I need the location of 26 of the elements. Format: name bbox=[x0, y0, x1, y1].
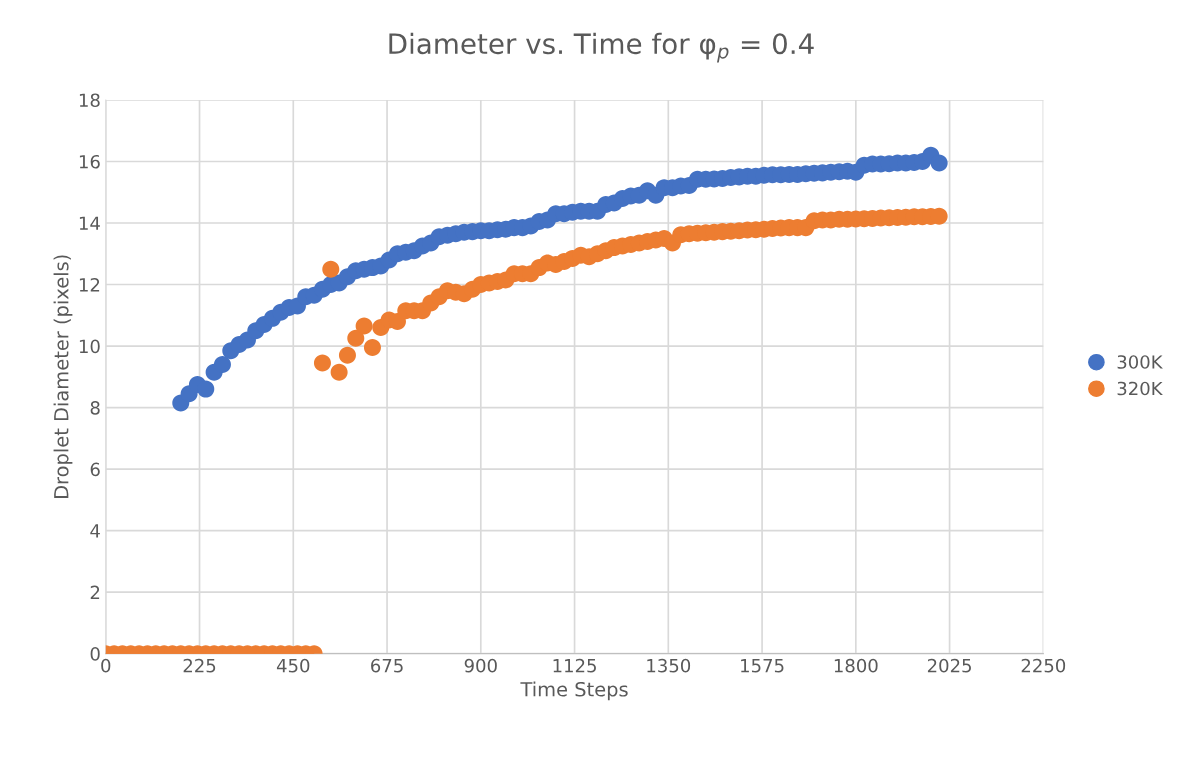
y-tick-label: 10 bbox=[79, 339, 100, 354]
x-tick-label: 1125 bbox=[553, 658, 596, 673]
x-tick-label: 225 bbox=[183, 658, 216, 673]
x-tick-label: 450 bbox=[276, 658, 310, 673]
y-tick-label: 2 bbox=[90, 585, 100, 599]
x-tick-label: 1575 bbox=[741, 659, 784, 673]
legend-label: 300K bbox=[1117, 355, 1163, 369]
y-tick-label: 12 bbox=[79, 277, 100, 292]
x-tick-label: 1800 bbox=[834, 658, 878, 673]
legend-label: 320K bbox=[1117, 381, 1163, 396]
chart-title: Diameter vs. Time for φ$_{p}$ = 0.4 bbox=[389, 32, 814, 63]
y-tick-label: 0 bbox=[90, 647, 100, 661]
y-tick-label: 6 bbox=[90, 462, 100, 477]
x-tick-label: 675 bbox=[371, 658, 403, 673]
y-tick-label: 14 bbox=[79, 216, 100, 230]
y-tick-label: 4 bbox=[90, 524, 100, 538]
x-axis-title: Time Steps bbox=[520, 681, 628, 701]
y-tick-label: 16 bbox=[79, 154, 100, 169]
x-tick-label: 900 bbox=[464, 658, 497, 673]
x-tick-label: 2025 bbox=[927, 658, 971, 673]
y-axis-title: Droplet Diameter (pixels) bbox=[53, 255, 73, 499]
x-tick-label: 1350 bbox=[647, 658, 691, 673]
x-tick-label: 2250 bbox=[1021, 658, 1066, 673]
y-tick-label: 8 bbox=[90, 401, 100, 415]
x-tick-label: 0 bbox=[101, 658, 111, 673]
y-tick-label: 18 bbox=[79, 93, 100, 108]
